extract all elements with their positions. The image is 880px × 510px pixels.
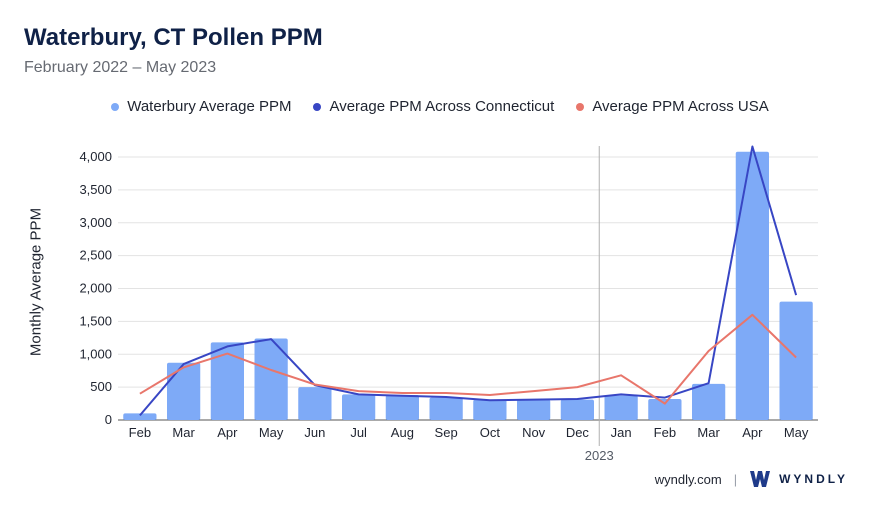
- x-tick-label-8: Oct: [480, 425, 501, 440]
- line-connecticut: [139, 145, 798, 417]
- bar-15: [779, 301, 813, 420]
- legend-dot-usa: [576, 102, 585, 111]
- line-usa: [139, 313, 797, 405]
- bar-8: [473, 399, 507, 420]
- legend-item-usa: Average PPM Across USA: [576, 98, 769, 115]
- x-tick-label-1: Mar: [172, 425, 195, 440]
- x-tick-label-3: May: [259, 425, 284, 440]
- y-tick-label-2500: 2,500: [79, 248, 112, 263]
- legend-item-waterbury: Waterbury Average PPM: [111, 98, 291, 115]
- x-tick-label-13: Mar: [697, 425, 720, 440]
- y-tick-label-1500: 1,500: [79, 313, 112, 328]
- bar-12: [648, 398, 682, 420]
- y-tick-label-4000: 4,000: [79, 149, 112, 164]
- footer-separator: |: [733, 471, 738, 487]
- x-tick-label-15: May: [784, 425, 809, 440]
- legend-label-connecticut: Average PPM Across Connecticut: [329, 98, 555, 115]
- chart-legend: Waterbury Average PPM Average PPM Across…: [0, 98, 880, 115]
- x-tick-label-9: Nov: [522, 425, 546, 440]
- bar-4: [298, 387, 332, 420]
- brand-name: WYNDLY: [779, 472, 848, 486]
- legend-item-connecticut: Average PPM Across Connecticut: [313, 98, 554, 115]
- y-tick-label-2000: 2,000: [79, 281, 112, 296]
- bar-0: [123, 413, 157, 420]
- x-tick-label-11: Jan: [611, 425, 632, 440]
- y-tick-label-1000: 1,000: [79, 346, 112, 361]
- bar-14: [735, 151, 769, 421]
- bar-10: [560, 399, 594, 420]
- bar-11: [604, 395, 638, 420]
- y-tick-label-3000: 3,000: [79, 215, 112, 230]
- brand-logo: WYNDLY: [749, 470, 848, 488]
- bar-3: [254, 338, 288, 420]
- x-tick-label-10: Dec: [566, 425, 590, 440]
- bar-7: [429, 397, 463, 420]
- site-url[interactable]: wyndly.com: [654, 471, 722, 487]
- x-tick-label-12: Feb: [654, 425, 676, 440]
- y-tick-label-0: 0: [105, 412, 112, 427]
- bar-13: [692, 383, 726, 420]
- bar-6: [385, 395, 419, 420]
- legend-label-usa: Average PPM Across USA: [592, 98, 769, 115]
- x-tick-label-5: Jul: [350, 425, 367, 440]
- x-tick-label-2: Apr: [217, 425, 238, 440]
- bar-1: [167, 362, 201, 420]
- legend-label-waterbury: Waterbury Average PPM: [127, 98, 292, 115]
- footer: wyndly.com | WYNDLY: [655, 470, 848, 488]
- x-tick-label-7: Sep: [435, 425, 458, 440]
- y-tick-label-3500: 3,500: [79, 182, 112, 197]
- bar-9: [517, 399, 551, 420]
- bar-5: [342, 394, 376, 420]
- y-tick-label-500: 500: [90, 379, 112, 394]
- x-tick-label-4: Jun: [304, 425, 325, 440]
- year-label: 2023: [585, 448, 614, 463]
- legend-dot-waterbury: [111, 102, 120, 111]
- wyndly-logo-icon: [750, 471, 771, 487]
- chart-title: Waterbury, CT Pollen PPM: [24, 24, 323, 51]
- chart-subtitle: February 2022 – May 2023: [24, 59, 217, 76]
- x-tick-label-0: Feb: [129, 425, 151, 440]
- x-tick-label-14: Apr: [742, 425, 763, 440]
- bar-2: [210, 342, 244, 420]
- legend-dot-connecticut: [313, 102, 322, 111]
- x-tick-label-6: Aug: [391, 425, 414, 440]
